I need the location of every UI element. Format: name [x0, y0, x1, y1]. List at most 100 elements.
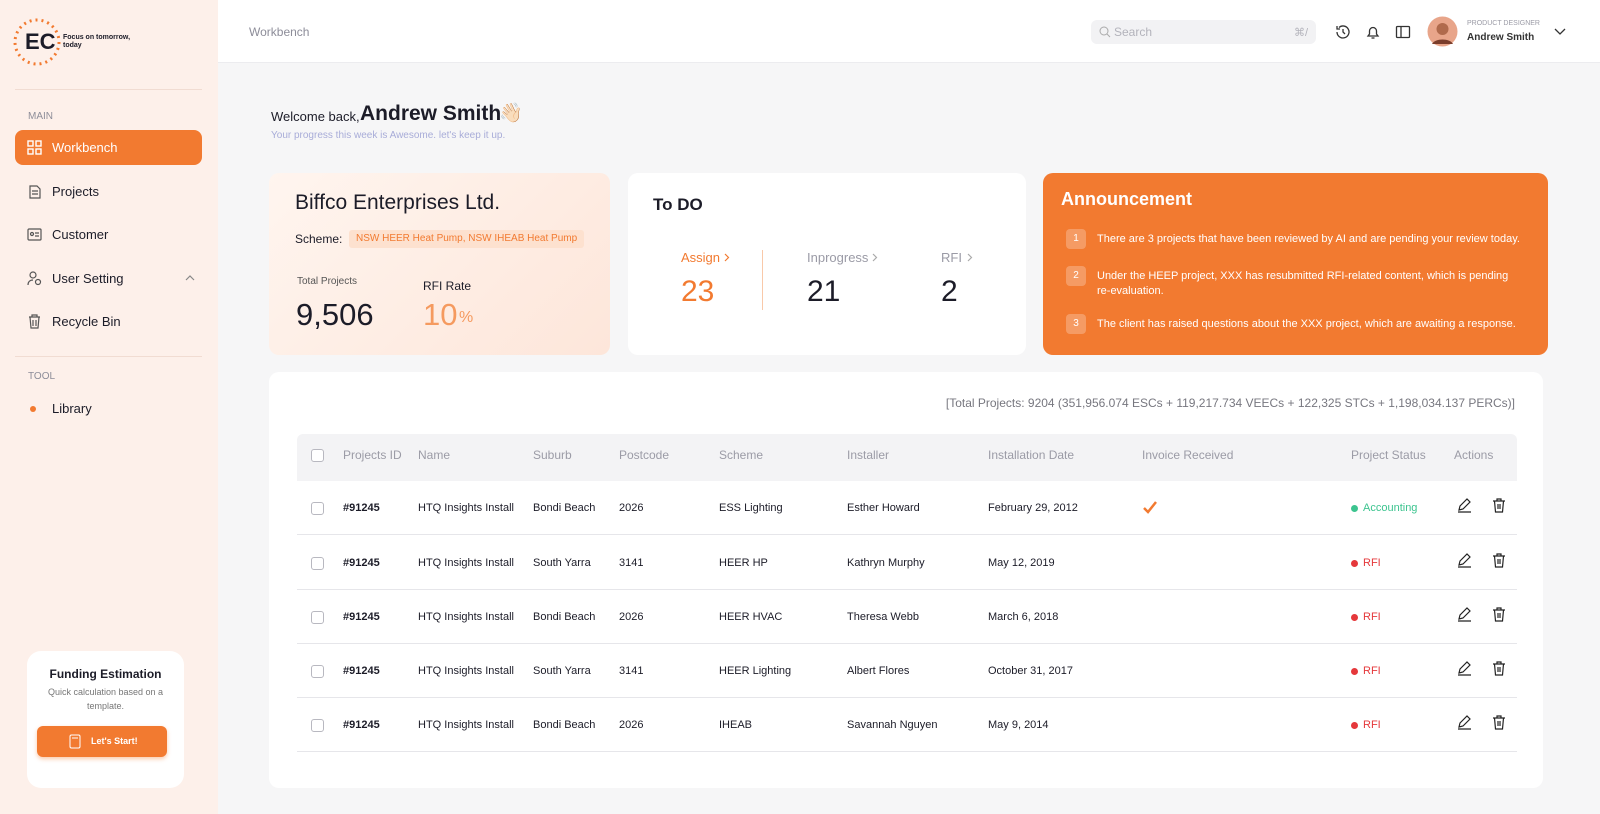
nav-label: Workbench: [52, 140, 118, 155]
bell-icon[interactable]: [1365, 24, 1381, 40]
cell: 3141: [619, 557, 644, 569]
nav-label: Projects: [52, 184, 99, 199]
checkbox[interactable]: [311, 557, 324, 570]
announcement-number: 1: [1066, 229, 1086, 249]
panel-icon[interactable]: [1395, 24, 1411, 40]
nav-item[interactable]: Projects: [15, 174, 202, 209]
cell: IHEAB: [719, 719, 753, 731]
promo-button[interactable]: Let's Start!: [37, 726, 167, 757]
total-value: 9,506: [296, 297, 374, 332]
search-box[interactable]: Search ⌘/: [1091, 20, 1316, 44]
edit-icon: [1458, 607, 1471, 622]
cell: HEER Lighting: [719, 665, 792, 677]
delete-button[interactable]: [1491, 497, 1507, 518]
nav-item[interactable]: Customer: [15, 217, 202, 252]
nav-label: Recycle Bin: [52, 314, 121, 329]
edit-icon: [1458, 661, 1471, 676]
delete-button[interactable]: [1491, 714, 1507, 735]
cell: HEER HVAC: [719, 611, 783, 623]
cell: 3141: [619, 665, 644, 677]
cell: May 9, 2014: [988, 719, 1049, 731]
todo-label[interactable]: RFI: [941, 250, 962, 265]
tagline: Focus on tomorrow, today: [63, 34, 131, 49]
icon: [27, 271, 42, 286]
table-summary: [Total Projects: 9204 (351,956.074 ESCs …: [945, 396, 1515, 410]
delete-icon: [1493, 715, 1505, 730]
row-divider: [297, 643, 1517, 644]
row-divider: [297, 697, 1517, 698]
nav-label: Customer: [52, 227, 109, 242]
announcement-text: The client has raised questions about th…: [1097, 318, 1516, 330]
announcement-number: 3: [1066, 314, 1086, 334]
status-dot: [1351, 614, 1358, 621]
checkbox[interactable]: [311, 611, 324, 624]
nav-item[interactable]: Recycle Bin: [15, 304, 202, 339]
chevron: [872, 253, 878, 262]
status: RFI: [1363, 611, 1381, 623]
checkbox[interactable]: [311, 449, 324, 462]
nav-item[interactable]: Library: [15, 391, 202, 426]
divider: [762, 250, 763, 310]
cell: HTQ Insights Install: [418, 557, 514, 569]
cell: Bondi Beach: [533, 502, 596, 514]
delete-icon: [1493, 553, 1505, 568]
header: Workbench Search ⌘/ PRODUCT DESIGNER And…: [218, 0, 1600, 63]
cell: Kathryn Murphy: [847, 557, 925, 569]
nav-item[interactable]: User Setting: [15, 261, 202, 296]
todo-title: To DO: [653, 195, 703, 214]
cell: Bondi Beach: [533, 719, 596, 731]
avatar[interactable]: [1427, 16, 1458, 47]
status: RFI: [1363, 557, 1381, 569]
invoice-check: [1142, 500, 1158, 519]
edit-button[interactable]: [1456, 660, 1472, 681]
company-name: Biffco Enterprises Ltd.: [295, 191, 501, 214]
announcement-text: There are 3 projects that have been revi…: [1097, 233, 1520, 245]
cell: 2026: [619, 502, 644, 514]
delete-button[interactable]: [1491, 552, 1507, 573]
check-icon: [1143, 501, 1157, 514]
delete-button[interactable]: [1491, 660, 1507, 681]
checkbox[interactable]: [311, 665, 324, 678]
todo-value: 2: [941, 275, 958, 308]
edit-button[interactable]: [1456, 552, 1472, 573]
column-header: Installer: [847, 448, 890, 462]
divider: [15, 356, 202, 357]
row-divider: [297, 751, 1517, 752]
cell: Bondi Beach: [533, 611, 596, 623]
cell: HTQ Insights Install: [418, 502, 514, 514]
nav-label: Library: [52, 401, 92, 416]
edit-button[interactable]: [1456, 497, 1472, 518]
cell: South Yarra: [533, 665, 591, 677]
icon: [69, 734, 81, 749]
edit-icon: [1458, 553, 1471, 568]
edit-button[interactable]: [1456, 606, 1472, 627]
history-icon[interactable]: [1335, 24, 1351, 40]
edit-button[interactable]: [1456, 714, 1472, 735]
icon: [27, 140, 42, 155]
cell: May 12, 2019: [988, 557, 1055, 569]
status-dot: [1351, 722, 1358, 729]
divider: [15, 89, 202, 90]
company-card: Biffco Enterprises Ltd. Scheme: NSW HEER…: [269, 173, 610, 355]
todo-value: 21: [807, 275, 841, 308]
announcement-card: Announcement: [1043, 173, 1548, 355]
checkbox[interactable]: [311, 502, 324, 515]
status: RFI: [1363, 665, 1381, 677]
todo-label[interactable]: Assign: [681, 250, 721, 265]
cell: HTQ Insights Install: [418, 719, 514, 731]
scheme-tag: NSW HEER Heat Pump, NSW IHEAB Heat Pump: [349, 230, 585, 248]
logo: EC: [25, 29, 56, 54]
promo-text: Quick calculation based on a template.: [47, 687, 164, 711]
chevron[interactable]: [1554, 28, 1566, 36]
chevron: [185, 275, 195, 281]
cell: HTQ Insights Install: [418, 611, 514, 623]
nav-item[interactable]: Workbench: [15, 130, 202, 165]
announcement-text: Under the HEEP project, XXX has resubmit…: [1097, 270, 1509, 297]
delete-button[interactable]: [1491, 606, 1507, 627]
checkbox[interactable]: [311, 719, 324, 732]
todo-label[interactable]: Inprogress: [807, 250, 869, 265]
cell: Theresa Webb: [847, 611, 919, 623]
status-dot: [1351, 505, 1358, 512]
table-header: [297, 434, 1517, 481]
